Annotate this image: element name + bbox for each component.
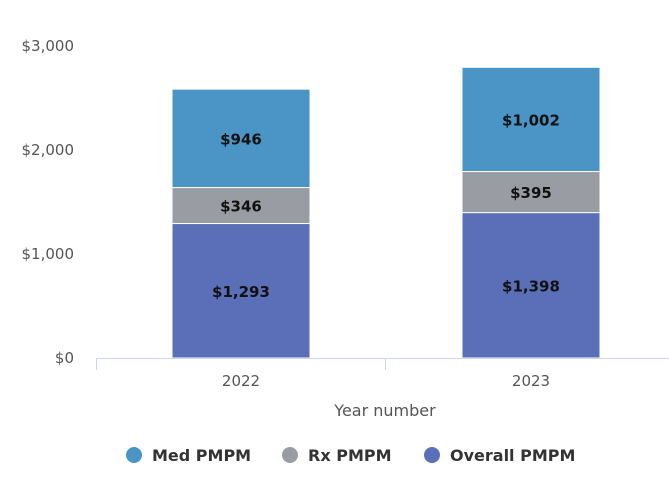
y-tick-label: $3,000 xyxy=(22,37,75,55)
x-axis-title: Year number xyxy=(333,401,436,420)
legend-marker xyxy=(282,447,298,463)
bar-segment xyxy=(171,223,311,359)
bars: $1,293 $346 $946 $1,398 $395 $1,002 xyxy=(171,66,601,359)
bar-segment xyxy=(171,187,311,225)
data-label: $1,293 xyxy=(212,283,270,301)
data-label: $395 xyxy=(510,184,552,202)
bar-segment xyxy=(461,171,601,214)
legend-marker xyxy=(126,447,142,463)
y-tick-label: $2,000 xyxy=(22,141,75,159)
legend-label: Rx PMPM xyxy=(308,446,392,465)
x-axis: 2022 2023 xyxy=(96,358,669,390)
y-tick-label: $1,000 xyxy=(22,245,75,263)
legend-item[interactable]: Rx PMPM xyxy=(282,446,392,465)
legend-item[interactable]: Med PMPM xyxy=(126,446,251,465)
bar-segment xyxy=(171,88,311,189)
data-label: $346 xyxy=(220,198,262,216)
bar-segment xyxy=(461,212,601,359)
legend-item[interactable]: Overall PMPM xyxy=(424,446,575,465)
y-axis: $0 $1,000 $2,000 $3,000 xyxy=(22,37,75,367)
legend-label: Med PMPM xyxy=(152,446,251,465)
data-label: $946 xyxy=(220,130,262,148)
legend-marker xyxy=(424,447,440,463)
x-tick-label: 2023 xyxy=(512,372,550,390)
x-tick-label: 2022 xyxy=(222,372,260,390)
data-label: $1,398 xyxy=(502,277,560,295)
legend: Med PMPM Rx PMPM Overall PMPM xyxy=(126,446,575,465)
bar-segment xyxy=(461,66,601,173)
y-tick-label: $0 xyxy=(55,349,74,367)
legend-label: Overall PMPM xyxy=(450,446,575,465)
data-label: $1,002 xyxy=(502,111,560,129)
